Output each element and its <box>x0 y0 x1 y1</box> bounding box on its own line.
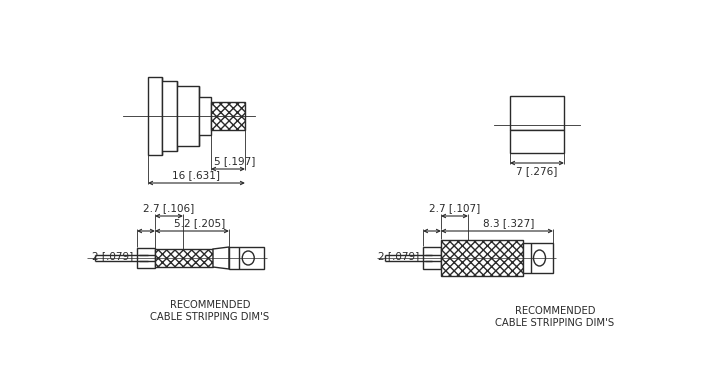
Bar <box>523 243 553 273</box>
Text: 5 [.197]: 5 [.197] <box>214 156 256 166</box>
Text: 5.2 [.205]: 5.2 [.205] <box>174 218 225 228</box>
Bar <box>137 248 155 268</box>
Text: RECOMMENDED
CABLE STRIPPING DIM'S: RECOMMENDED CABLE STRIPPING DIM'S <box>495 306 615 328</box>
Bar <box>211 102 245 130</box>
Text: RECOMMENDED
CABLE STRIPPING DIM'S: RECOMMENDED CABLE STRIPPING DIM'S <box>150 300 269 322</box>
Bar <box>155 249 213 267</box>
Bar <box>177 86 199 146</box>
Text: 7 [.276]: 7 [.276] <box>516 166 558 176</box>
Text: 2 [.079]: 2 [.079] <box>91 251 133 261</box>
Bar <box>510 96 564 130</box>
Bar <box>162 81 177 151</box>
Polygon shape <box>213 247 229 269</box>
Bar <box>441 240 523 276</box>
Bar <box>510 130 564 153</box>
Bar <box>199 97 211 135</box>
Bar <box>229 247 264 269</box>
Text: 2.7 [.107]: 2.7 [.107] <box>429 203 480 213</box>
Bar <box>148 77 162 155</box>
Bar <box>423 247 441 269</box>
Text: 2 [.079]: 2 [.079] <box>378 251 419 261</box>
Text: 2.7 [.106]: 2.7 [.106] <box>143 203 194 213</box>
Text: 16 [.631]: 16 [.631] <box>173 170 220 180</box>
Text: 8.3 [.327]: 8.3 [.327] <box>482 218 534 228</box>
